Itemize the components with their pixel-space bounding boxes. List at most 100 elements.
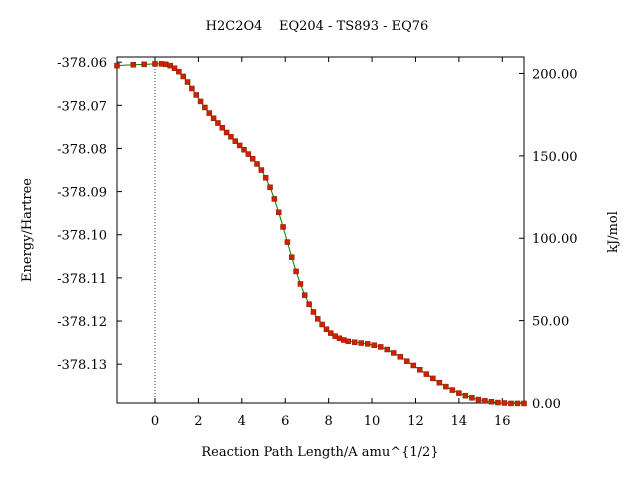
- x-tick-label: 14: [451, 414, 468, 429]
- data-point: [202, 104, 208, 111]
- data-point: [410, 362, 417, 369]
- data-point: [514, 400, 521, 407]
- x-tick-label: 10: [364, 414, 381, 429]
- data-point: [315, 316, 321, 322]
- data-point: [232, 138, 239, 144]
- y-tick-label: -378.06: [57, 56, 107, 71]
- x-tick-label: 12: [407, 414, 424, 429]
- y-tick-label: -378.10: [57, 229, 107, 244]
- data-point: [423, 371, 430, 377]
- y-tick-label: -378.09: [57, 186, 107, 201]
- data-point: [288, 254, 295, 260]
- y-tick-label: -378.11: [57, 272, 107, 287]
- data-point: [249, 156, 256, 162]
- x-tick-label: 8: [324, 414, 332, 429]
- data-point: [189, 85, 195, 92]
- data-point: [364, 341, 371, 347]
- data-point: [284, 239, 291, 245]
- data-point: [462, 392, 469, 399]
- data-point: [377, 344, 384, 350]
- x-tick-label: 2: [194, 414, 202, 429]
- data-point: [280, 224, 286, 230]
- data-point: [319, 321, 325, 328]
- data-point: [488, 398, 495, 405]
- data-point: [302, 292, 308, 298]
- y-tick-label: -378.12: [57, 315, 107, 330]
- data-point: [508, 400, 514, 407]
- y2-tick-label: 0.00: [532, 397, 561, 412]
- data-point: [193, 92, 199, 98]
- x-tick-label: 0: [151, 414, 159, 429]
- y-axis-ticks: -378.06 -378.07 -378.08 -378.09 -378.10 -378.…: [57, 56, 122, 373]
- chart-title: H2C2O4 EQ204 - TS893 - EQ76: [206, 19, 429, 34]
- data-point: [176, 68, 182, 75]
- data-point: [258, 167, 265, 173]
- data-point: [206, 110, 212, 116]
- data-point: [171, 65, 178, 71]
- data-point: [495, 399, 501, 406]
- data-point: [371, 342, 377, 348]
- data-point: [404, 358, 410, 364]
- y-axis-title: Energy/Hartree: [20, 178, 35, 282]
- x-tick-label: 6: [281, 414, 289, 429]
- energy-data-points: [114, 61, 527, 407]
- data-point: [152, 61, 158, 67]
- data-point: [245, 151, 252, 157]
- data-point: [430, 375, 436, 382]
- data-point: [215, 120, 221, 126]
- y-tick-label: -378.07: [57, 99, 107, 114]
- data-point: [397, 354, 404, 360]
- data-point: [469, 395, 475, 401]
- data-point: [197, 98, 204, 105]
- data-point: [228, 134, 234, 140]
- y2-tick-label: 100.00: [532, 232, 578, 247]
- y2-tick-label: 200.00: [532, 67, 578, 82]
- x-axis-title: Reaction Path Length/A amu^{1/2}: [201, 445, 438, 460]
- plot-frame: [116, 56, 525, 404]
- data-point: [306, 301, 312, 307]
- data-point: [262, 175, 269, 181]
- secondary-y-axis-ticks: 0.00 50.00 100.00 150.00 200.00: [519, 67, 578, 412]
- data-point: [236, 142, 243, 149]
- secondary-y-axis-title: kJ/mol: [606, 211, 621, 253]
- y-tick-label: -378.08: [57, 142, 107, 157]
- data-point: [417, 367, 423, 373]
- data-point: [436, 379, 443, 386]
- data-point: [210, 115, 217, 122]
- data-point: [521, 400, 527, 407]
- data-point: [254, 161, 260, 167]
- data-point: [501, 400, 508, 406]
- data-point: [345, 338, 351, 345]
- data-point: [323, 326, 330, 332]
- data-point: [219, 125, 226, 131]
- y2-tick-label: 150.00: [532, 150, 578, 165]
- data-point: [267, 184, 273, 191]
- data-point: [456, 390, 462, 396]
- data-point: [482, 398, 488, 404]
- data-point: [358, 340, 364, 346]
- data-point: [384, 346, 390, 353]
- data-point: [180, 73, 186, 80]
- data-point: [275, 209, 282, 216]
- data-point: [443, 383, 449, 390]
- data-point: [351, 339, 358, 345]
- energy-curve-line: [116, 63, 524, 404]
- data-point: [114, 62, 120, 69]
- data-point: [141, 61, 147, 68]
- data-point: [328, 330, 334, 336]
- data-point: [310, 309, 317, 315]
- data-point: [475, 396, 482, 403]
- x-tick-label: 16: [494, 414, 511, 429]
- data-point: [271, 196, 278, 202]
- data-point: [449, 387, 456, 393]
- data-point: [293, 268, 299, 275]
- data-point: [223, 129, 230, 136]
- data-point: [184, 79, 191, 85]
- data-point: [130, 62, 137, 68]
- x-tick-label: 4: [238, 414, 246, 429]
- x-axis-ticks: 0 2 4 6 8 10 12 14 16: [151, 57, 511, 429]
- data-point: [391, 350, 397, 356]
- y-tick-label: -378.13: [57, 358, 107, 373]
- data-point: [297, 281, 304, 287]
